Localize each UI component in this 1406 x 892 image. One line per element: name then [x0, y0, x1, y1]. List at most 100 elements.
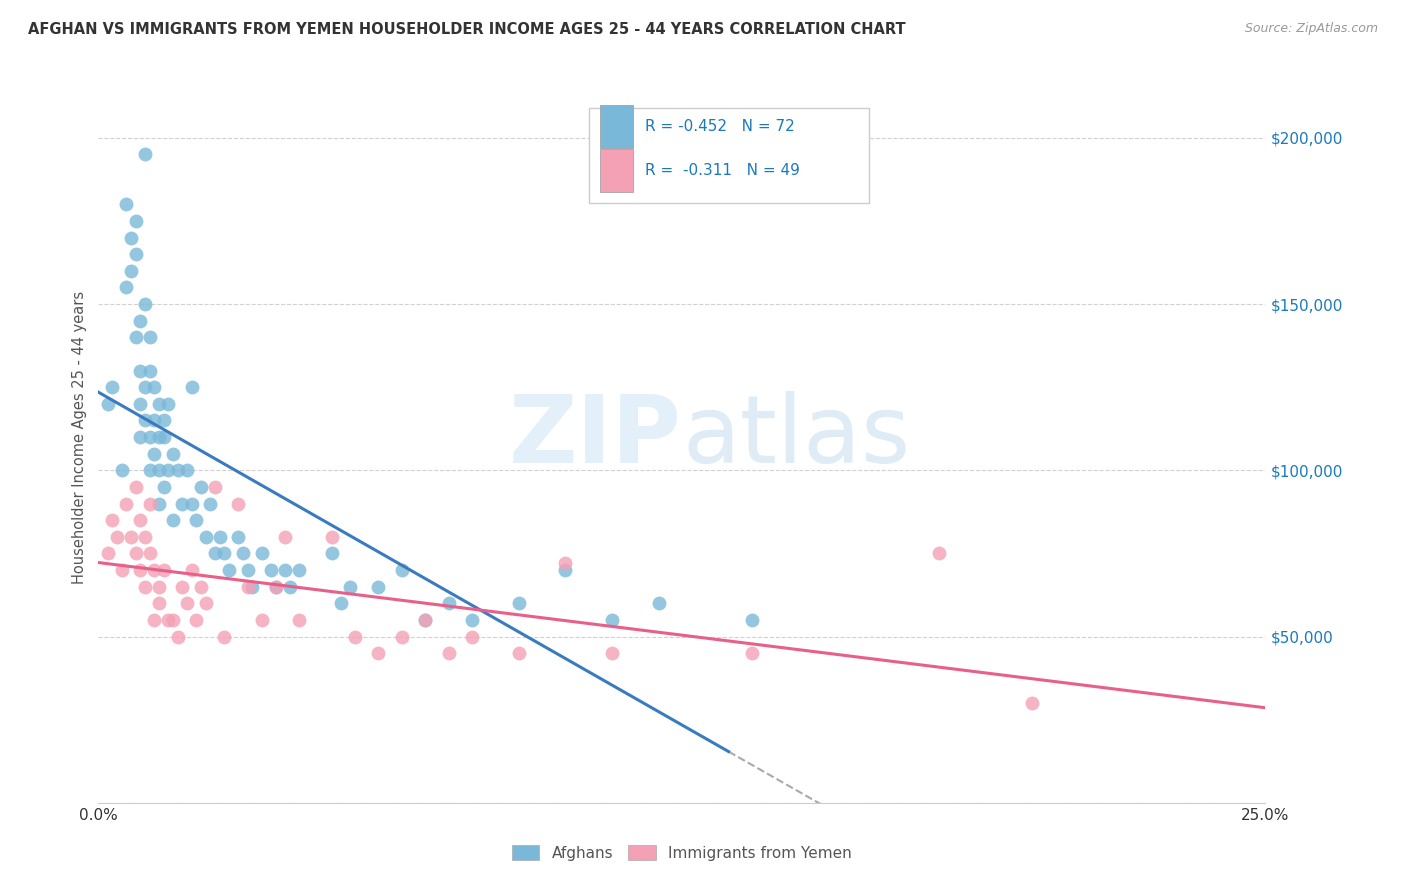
Point: [508, 596, 530, 610]
Point: [111, 463, 134, 477]
Point: [125, 480, 148, 494]
Point: [139, 363, 162, 377]
Point: [344, 630, 367, 644]
Point: [125, 214, 148, 228]
Y-axis label: Householder Income Ages 25 - 44 years: Householder Income Ages 25 - 44 years: [72, 291, 87, 583]
Point: [111, 563, 134, 577]
Point: [180, 380, 202, 394]
Point: [143, 563, 166, 577]
Point: [180, 563, 202, 577]
Point: [157, 463, 180, 477]
Point: [115, 280, 138, 294]
Point: [288, 563, 311, 577]
Point: [194, 596, 217, 610]
Point: [190, 480, 212, 494]
Point: [101, 513, 124, 527]
Point: [157, 613, 180, 627]
Point: [162, 613, 184, 627]
Point: [125, 546, 148, 560]
Point: [120, 530, 142, 544]
Point: [166, 630, 188, 644]
Point: [200, 497, 222, 511]
Point: [105, 530, 128, 544]
Point: [367, 580, 389, 594]
Point: [391, 630, 413, 644]
Point: [288, 613, 311, 627]
Point: [413, 613, 436, 627]
Point: [391, 563, 413, 577]
Point: [172, 580, 194, 594]
Text: AFGHAN VS IMMIGRANTS FROM YEMEN HOUSEHOLDER INCOME AGES 25 - 44 YEARS CORRELATIO: AFGHAN VS IMMIGRANTS FROM YEMEN HOUSEHOL…: [28, 22, 905, 37]
Point: [143, 380, 166, 394]
Point: [413, 613, 436, 627]
Point: [250, 613, 273, 627]
Point: [152, 480, 174, 494]
Point: [152, 430, 174, 444]
Point: [139, 430, 162, 444]
FancyBboxPatch shape: [600, 105, 633, 148]
Point: [461, 613, 484, 627]
Point: [129, 563, 152, 577]
Point: [508, 646, 530, 660]
Point: [148, 430, 170, 444]
Point: [741, 613, 763, 627]
Point: [129, 363, 152, 377]
FancyBboxPatch shape: [589, 108, 869, 203]
Point: [647, 596, 669, 610]
Point: [139, 463, 162, 477]
Point: [125, 247, 148, 261]
Point: [152, 413, 174, 427]
Point: [214, 630, 236, 644]
Point: [228, 530, 250, 544]
Point: [97, 546, 120, 560]
Point: [176, 463, 198, 477]
Point: [148, 463, 170, 477]
Point: [143, 447, 166, 461]
Point: [134, 380, 156, 394]
Point: [260, 563, 283, 577]
Point: [152, 563, 174, 577]
Point: [97, 397, 120, 411]
Legend: Afghans, Immigrants from Yemen: Afghans, Immigrants from Yemen: [505, 837, 859, 868]
Point: [554, 557, 576, 571]
Point: [228, 497, 250, 511]
Point: [115, 197, 138, 211]
Point: [204, 546, 226, 560]
Point: [190, 580, 212, 594]
Point: [1021, 696, 1043, 710]
Point: [274, 530, 297, 544]
Text: R = -0.452   N = 72: R = -0.452 N = 72: [644, 120, 794, 134]
Point: [166, 463, 188, 477]
Point: [186, 513, 208, 527]
Point: [101, 380, 124, 394]
Point: [125, 330, 148, 344]
Point: [264, 580, 287, 594]
Point: [321, 546, 343, 560]
Point: [134, 147, 156, 161]
Point: [242, 580, 264, 594]
Point: [236, 580, 259, 594]
Point: [554, 563, 576, 577]
Point: [134, 580, 156, 594]
Text: R =  -0.311   N = 49: R = -0.311 N = 49: [644, 163, 800, 178]
Point: [162, 513, 184, 527]
Point: [600, 646, 623, 660]
Point: [139, 546, 162, 560]
Point: [129, 430, 152, 444]
Point: [339, 580, 361, 594]
Point: [214, 546, 236, 560]
Point: [139, 330, 162, 344]
Point: [236, 563, 259, 577]
Point: [148, 497, 170, 511]
Point: [367, 646, 389, 660]
Point: [148, 580, 170, 594]
Point: [264, 580, 287, 594]
Point: [143, 613, 166, 627]
Point: [218, 563, 240, 577]
Point: [139, 497, 162, 511]
Point: [176, 596, 198, 610]
Point: [134, 530, 156, 544]
Point: [129, 314, 152, 328]
Text: Source: ZipAtlas.com: Source: ZipAtlas.com: [1244, 22, 1378, 36]
Text: ZIP: ZIP: [509, 391, 682, 483]
